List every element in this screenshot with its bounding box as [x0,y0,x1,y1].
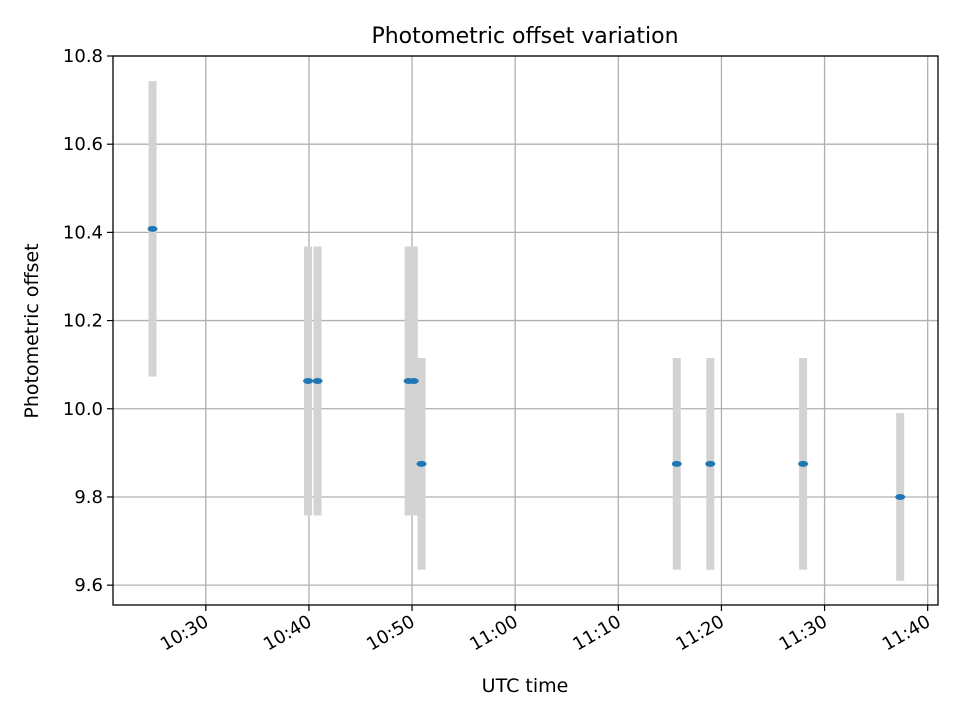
y-axis-ticks: 9.6 9.8 10.0 10.2 10.4 10.6 10.8 [63,46,113,596]
y-axis-title: Photometric offset [21,243,43,418]
error-bars [148,81,905,581]
data-point [408,377,419,384]
data-point [671,460,682,467]
x-tick-label: 10:50 [363,611,418,655]
x-tick-label: 11:30 [776,611,831,655]
data-point [705,460,716,467]
x-tick-label: 11:10 [569,611,624,655]
data-point [416,460,427,467]
y-tick-label: 9.8 [74,487,103,508]
x-axis-ticks: 10:30 10:40 10:50 11:00 11:10 11:20 11:30 11:40 [157,605,934,655]
y-tick-label: 10.0 [63,399,103,420]
data-point [895,493,906,500]
data-point [312,377,323,384]
y-tick-label: 10.8 [63,46,103,67]
data-points [147,225,906,500]
y-tick-label: 10.4 [63,222,103,243]
x-tick-label: 11:00 [466,611,521,655]
y-tick-label: 10.2 [63,311,103,332]
grid [113,55,938,605]
y-tick-label: 9.6 [74,575,103,596]
data-point [147,225,158,232]
x-tick-label: 11:40 [879,611,934,655]
x-tick-label: 10:30 [157,611,212,655]
x-axis-title: UTC time [482,675,569,697]
data-point [303,377,314,384]
y-tick-label: 10.6 [63,134,103,155]
chart-title: Photometric offset variation [371,24,678,49]
x-tick-label: 10:40 [260,611,315,655]
x-tick-label: 11:20 [673,611,728,655]
plot-frame [112,55,939,606]
data-point [798,460,809,467]
